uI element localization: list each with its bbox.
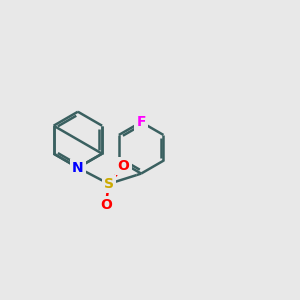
Text: N: N (72, 161, 84, 175)
Text: O: O (118, 159, 129, 173)
Text: S: S (104, 177, 114, 191)
Text: F: F (136, 115, 146, 129)
Text: O: O (100, 198, 112, 212)
